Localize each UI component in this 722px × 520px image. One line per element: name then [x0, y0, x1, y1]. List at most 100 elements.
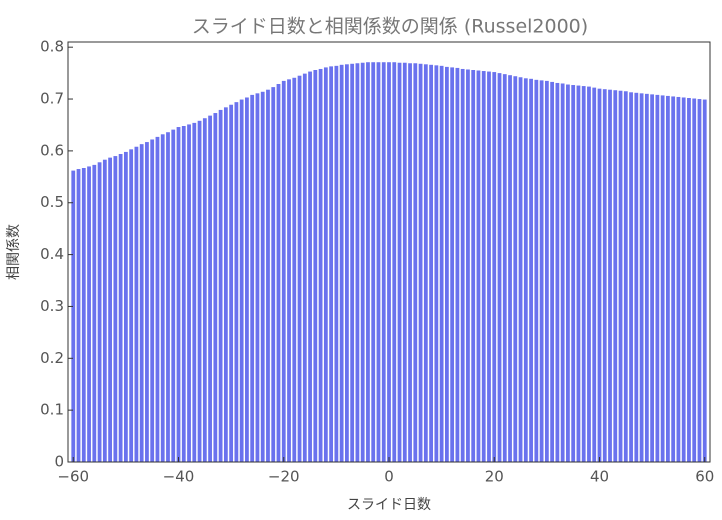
bar [334, 65, 339, 462]
bar [513, 76, 518, 462]
bar [292, 77, 297, 463]
bar [250, 94, 255, 462]
bar [576, 85, 581, 463]
y-tick-label: 0.8 [40, 38, 64, 56]
bar [255, 93, 260, 462]
x-tick-label: −20 [268, 468, 300, 486]
bar [402, 62, 407, 462]
bar [592, 87, 597, 462]
bar [171, 129, 176, 462]
bar [223, 107, 228, 462]
bar [323, 67, 328, 462]
bar [192, 122, 197, 462]
bar [308, 71, 312, 463]
bar [471, 70, 476, 462]
x-tick-label: 60 [695, 468, 714, 486]
chart-title: スライド日数と相関係数の関係 (Russel2000) [192, 16, 588, 38]
bar [550, 81, 555, 462]
bar [87, 166, 91, 462]
bar [139, 144, 144, 463]
bar [697, 99, 702, 462]
bar [92, 164, 97, 462]
bar [371, 62, 376, 462]
bar [302, 73, 307, 462]
bar [644, 93, 649, 462]
bar [187, 124, 191, 462]
bar [355, 63, 360, 463]
bar [260, 91, 265, 463]
bar [387, 62, 391, 462]
bar [676, 96, 681, 463]
bar [587, 86, 591, 462]
bar [413, 63, 418, 463]
bar [234, 102, 239, 463]
bar [544, 80, 549, 462]
bar [444, 66, 449, 462]
bar [518, 77, 523, 462]
bar [202, 118, 207, 462]
bar [687, 98, 691, 462]
bar [181, 126, 186, 462]
bar [213, 113, 218, 462]
bar [429, 64, 433, 462]
bar [71, 170, 76, 462]
y-tick-label: 0.2 [40, 349, 64, 367]
y-tick-label: 0.5 [40, 193, 64, 211]
bar [618, 90, 623, 463]
x-tick-label: 40 [590, 468, 609, 486]
bar [160, 134, 165, 462]
bar [208, 115, 212, 462]
bar [560, 83, 565, 463]
bar [329, 66, 334, 463]
bar [571, 85, 576, 462]
bar [555, 82, 560, 463]
bar [497, 73, 502, 462]
bar [423, 64, 428, 462]
bar [118, 154, 123, 462]
bar [655, 94, 660, 462]
bar [523, 78, 528, 462]
bar [276, 84, 281, 462]
x-axis-label: スライド日数 [347, 497, 431, 513]
bar [455, 67, 460, 462]
y-tick-label: 0.4 [40, 245, 64, 263]
bar [623, 91, 628, 462]
bar [539, 80, 544, 463]
bar [197, 120, 202, 462]
bar [229, 104, 234, 463]
bar [634, 92, 639, 462]
bar [650, 94, 655, 463]
bar [666, 95, 670, 462]
bar [108, 157, 112, 462]
bar [597, 88, 602, 463]
bar [239, 99, 244, 463]
bar [487, 71, 491, 463]
x-tick-label: −40 [163, 468, 195, 486]
y-tick-label: 0.7 [40, 90, 64, 108]
bar [281, 80, 286, 462]
bar [318, 68, 323, 463]
bar [450, 67, 455, 462]
y-tick-label: 0.3 [40, 297, 64, 315]
bar [176, 127, 181, 462]
bar [313, 70, 318, 462]
y-tick-label: 0 [54, 453, 64, 471]
bar [613, 90, 618, 462]
bar [155, 136, 160, 462]
bar [439, 65, 444, 462]
bar [392, 62, 397, 462]
bar [360, 62, 365, 462]
bar [418, 63, 423, 463]
bar [702, 99, 707, 463]
y-tick-label: 0.6 [40, 141, 64, 159]
bar [529, 78, 533, 462]
bar [350, 63, 355, 463]
bar [134, 146, 139, 463]
bar [245, 97, 249, 463]
bar [271, 87, 276, 462]
bar [76, 169, 81, 462]
bar [397, 62, 402, 462]
bar [492, 72, 497, 463]
y-tick-label: 0.1 [40, 401, 64, 419]
